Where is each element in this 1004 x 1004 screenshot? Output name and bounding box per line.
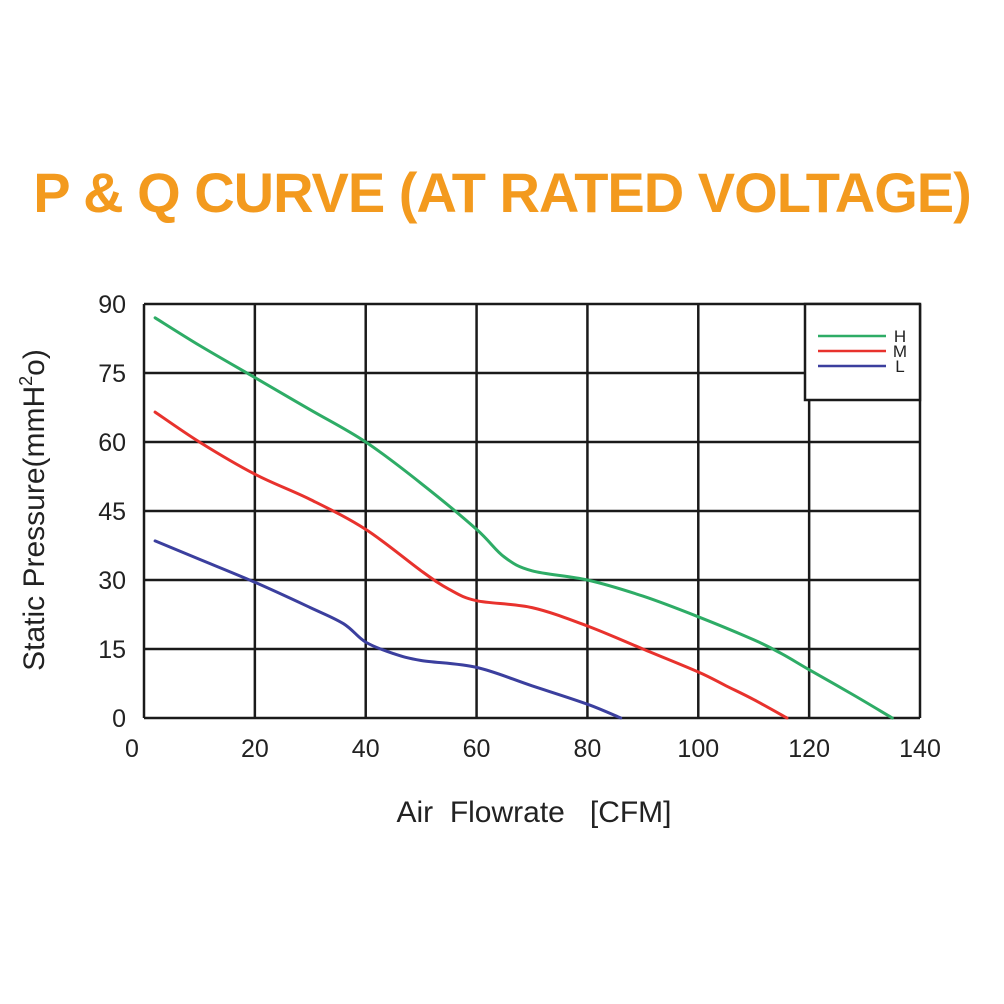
- x-tick-labels: 0 20 40 60 80 100 120 140: [125, 735, 941, 763]
- y-axis-label-end: o): [18, 349, 51, 376]
- y-tick-label: 60: [98, 429, 126, 457]
- y-tick-labels: 0 15 30 45 60 75 90: [98, 291, 126, 733]
- series-lines: [153, 316, 894, 720]
- y-axis-label-main: Static Pressure(mmH: [18, 386, 51, 671]
- x-tick-label: 20: [241, 735, 269, 763]
- y-tick-label: 90: [98, 291, 126, 319]
- x-tick-label: 40: [352, 735, 380, 763]
- series-line-h: [153, 316, 894, 720]
- series-line-m: [153, 410, 789, 720]
- y-tick-label: 15: [98, 636, 126, 664]
- x-tick-label: 140: [899, 735, 941, 763]
- y-tick-label: 75: [98, 360, 126, 388]
- y-tick-label: 0: [112, 705, 126, 733]
- legend: HML: [803, 302, 922, 402]
- y-tick-label: 45: [98, 498, 126, 526]
- legend-label-m: M: [893, 342, 907, 361]
- chart-title: P & Q CURVE (AT RATED VOLTAGE): [33, 161, 972, 224]
- y-axis-label: Static Pressure(mmH2o): [16, 349, 51, 671]
- y-axis-label-superscript: 2: [16, 376, 36, 386]
- x-tick-label: 80: [574, 735, 602, 763]
- legend-label-h: H: [894, 327, 906, 346]
- legend-label-l: L: [895, 357, 904, 376]
- x-tick-label: 120: [788, 735, 830, 763]
- y-tick-label: 30: [98, 567, 126, 595]
- x-tick-label: 60: [463, 735, 491, 763]
- x-axis-label: Air Flowrate [CFM]: [396, 796, 671, 829]
- x-tick-label: 0: [125, 735, 139, 763]
- series-line-l: [153, 539, 623, 720]
- grid: [142, 302, 922, 720]
- x-tick-label: 100: [677, 735, 719, 763]
